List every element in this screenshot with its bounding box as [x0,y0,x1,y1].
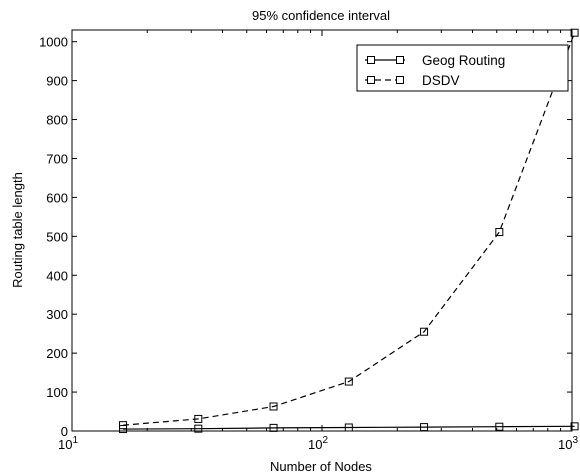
series-layer [119,28,579,434]
data-point [194,424,203,433]
y-tick-label: 100 [46,385,68,400]
data-point [194,414,203,423]
y-tick-label: 700 [46,151,68,166]
legend-box [356,44,569,92]
data-point [420,423,429,432]
legend: Geog Routing DSDV [356,44,569,92]
data-point [495,422,504,431]
y-tick-label: 800 [46,113,68,128]
data-point [344,377,353,386]
chart-title: 95% confidence interval [252,8,390,23]
x-tick-label: 102 [308,435,328,452]
x-tick-label: 103 [558,435,578,452]
legend-marker [396,76,404,84]
y-tick-label: 1000 [39,35,68,50]
x-tick-label: 101 [58,435,78,452]
legend-marker [367,76,375,84]
y-tick-label: 900 [46,74,68,89]
legend-marker [367,56,375,64]
plot-area [71,29,573,432]
y-axis-label: Routing table length [10,172,25,288]
data-point [344,423,353,432]
data-point [570,28,579,37]
data-point [269,423,278,432]
y-tick-label: 600 [46,190,68,205]
x-axis-label: Number of Nodes [270,459,372,473]
data-point [570,422,579,431]
legend-label: DSDV [422,73,460,88]
legend-label: Geog Routing [422,53,505,68]
series-line-0 [122,425,575,430]
data-point [495,228,504,237]
series-line-1 [122,32,576,426]
data-point [420,327,429,336]
y-tick-label: 400 [46,268,68,283]
y-tick-label: 500 [46,229,68,244]
legend-marker [396,56,404,64]
y-tick-label: 0 [61,424,68,439]
y-tick-label: 300 [46,307,68,322]
y-tick-label: 200 [46,346,68,361]
data-point [269,402,278,411]
axis-ticks: 0 100 200 300 400 500 600 700 800 900 1000 101 102 10… [39,30,578,452]
data-point [119,421,128,430]
